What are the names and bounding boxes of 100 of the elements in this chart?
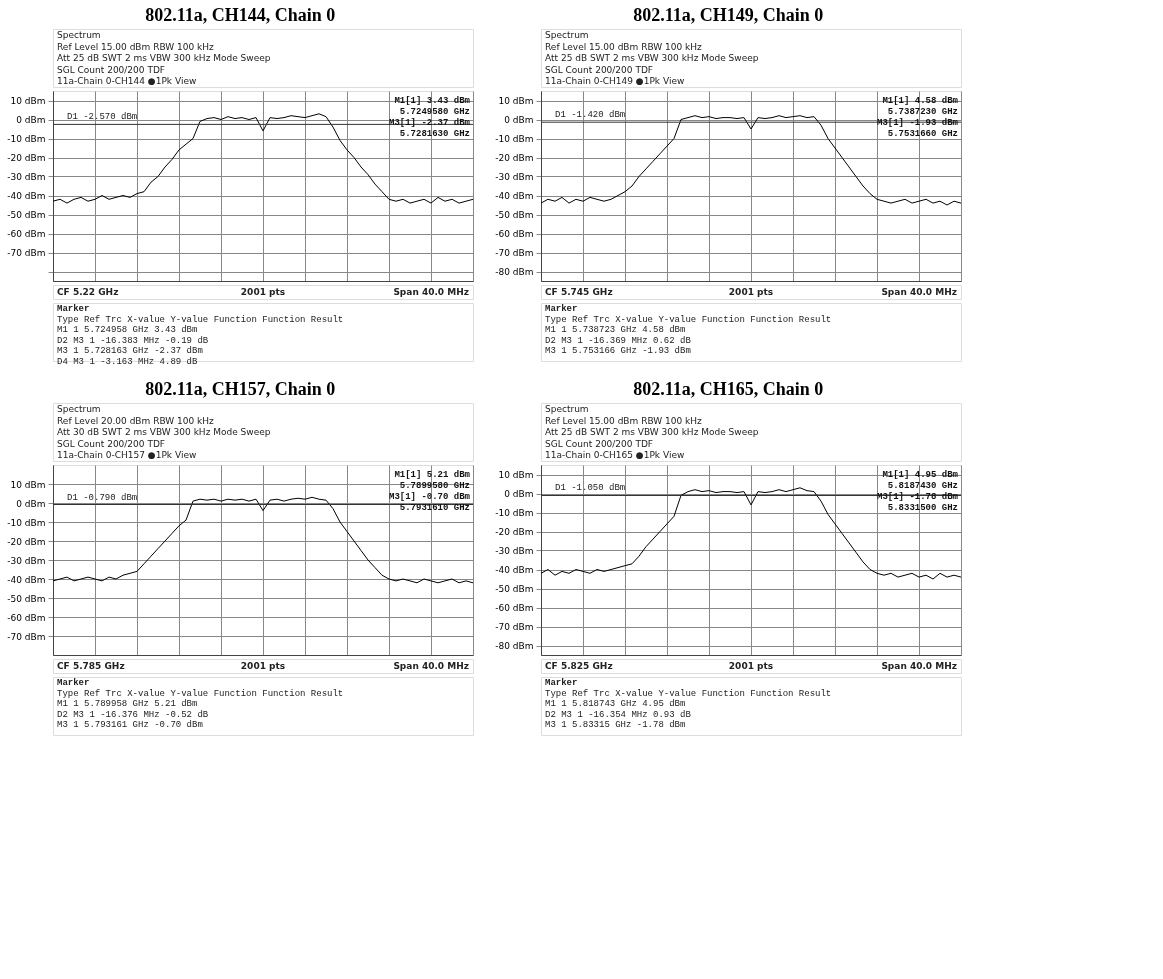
y-tick-label: -40 dBm [495,191,534,201]
text: Span 40.0 MHz [393,287,469,297]
y-tick-label: -80 dBm [495,641,534,651]
y-tick-label: -30 dBm [495,172,534,182]
y-tick-label: -20 dBm [495,527,534,537]
text: 11a-Chain 0-CH157 ●1Pk View [57,450,197,460]
y-tick-label: -60 dBm [7,612,46,623]
y-tick-label: -10 dBm [495,508,534,518]
annotation: 5.7387230 GHz [887,107,958,117]
text: 11a-Chain 0-CH149 ●1Pk View [545,76,685,86]
text: Marker [545,304,578,314]
text: SGL Count 200/200 TDF [545,438,654,449]
chart-title: 802.11a, CH157, Chain 0 [145,378,336,399]
y-tick-label: -20 dBm [7,536,46,547]
annotation: M1[1] 4.58 dBm [882,96,959,106]
y-tick-label: 0 dBm [16,498,46,509]
y-tick-label: -10 dBm [7,517,46,528]
annotation: M1[1] 3.43 dBm [394,96,471,106]
text: D2 M3 1 -16.383 MHz -0.19 dB [57,335,209,346]
y-tick-label: 10 dBm [498,470,534,480]
y-tick-label: -40 dBm [7,574,46,585]
annotation: 5.7531660 GHz [887,129,958,139]
annotation: M3[1] -0.70 dBm [388,492,471,502]
annotation: 5.7899580 GHz [399,481,470,491]
text: 11a-Chain 0-CH144 ●1Pk View [57,76,197,86]
text: SGL Count 200/200 TDF [57,64,166,75]
y-tick-label: -50 dBm [7,593,46,604]
text: Spectrum [57,404,101,414]
text: Att 25 dB SWT 2 ms VBW 300 kHz Mode Sweep [545,53,759,63]
y-tick-label: 10 dBm [498,96,534,106]
y-tick-label: -80 dBm [495,267,534,277]
text: M3 1 5.753166 GHz -1.93 dBm [545,346,691,356]
annotation: 5.8187430 GHz [887,481,958,491]
text: Marker [57,304,90,314]
text: Att 25 dB SWT 2 ms VBW 300 kHz Mode Sweep [57,53,271,63]
text: Type Ref Trc X-value Y-value Function Function Result [57,688,344,699]
annotation: 5.8331500 GHz [887,503,958,513]
y-tick-label: -20 dBm [7,153,46,163]
text: 11a-Chain 0-CH165 ●1Pk View [545,450,685,460]
text: Marker [545,678,578,688]
text: Span 40.0 MHz [881,661,957,671]
y-tick-label: -70 dBm [495,248,534,258]
ref-line-label: D1 -1.420 dBm [555,110,626,121]
text: Type Ref Trc X-value Y-value Function Function Result [57,314,344,325]
y-tick-label: -30 dBm [7,555,46,566]
text: D2 M3 1 -16.369 MHz 0.62 dB [545,335,692,346]
chart-title: 802.11a, CH165, Chain 0 [633,378,824,399]
text: Spectrum [545,30,589,40]
text: M1 1 5.724958 GHz 3.43 dBm [57,325,198,335]
text: 2001 pts [728,661,774,671]
text: M1 1 5.789958 GHz 5.21 dBm [57,699,198,709]
line-series [540,115,962,206]
text: 2001 pts [728,287,774,297]
text: M3 1 5.793161 GHz -0.70 dBm [57,720,203,730]
text: Type Ref Trc X-value Y-value Function Function Result [545,314,832,325]
y-tick-label: -50 dBm [495,210,534,220]
y-tick-label: -50 dBm [495,584,534,594]
text: CF 5.825 GHz [545,661,613,671]
text: Ref Level 15.00 dBm RBW 100 kHz [545,415,703,426]
ref-line-label: D1 -2.570 dBm [67,112,138,123]
annotation: M1[1] 5.21 dBm [394,470,471,480]
y-tick-label: -10 dBm [7,134,46,144]
chart-title: 802.11a, CH149, Chain 0 [633,4,824,25]
text: M1 1 5.738723 GHz 4.58 dBm [545,325,686,335]
text: Spectrum [545,404,589,414]
y-tick-label: -70 dBm [495,622,534,632]
text: Ref Level 15.00 dBm RBW 100 kHz [57,41,215,52]
text: CF 5.22 GHz [57,287,119,297]
y-tick-label: -60 dBm [7,229,46,239]
text: CF 5.745 GHz [545,287,613,297]
y-tick-label: -60 dBm [495,229,534,239]
y-tick-label: 0 dBm [504,489,534,499]
annotation: M1[1] 4.95 dBm [882,470,959,480]
text: M3 1 5.83315 GHz -1.78 dBm [545,720,686,730]
y-tick-label: -40 dBm [495,565,534,575]
text: M3 1 5.728163 GHz -2.37 dBm [57,346,203,356]
y-tick-label: -20 dBm [495,153,534,163]
text: D4 M3 1 -3.163 MHz 4.89 dB [57,356,199,367]
text: Span 40.0 MHz [881,287,957,297]
y-tick-label: 0 dBm [16,115,46,125]
text: M1 1 5.818743 GHz 4.95 dBm [545,699,686,709]
y-tick-label: -30 dBm [495,546,534,556]
text: Att 30 dB SWT 2 ms VBW 300 kHz Mode Sweep [57,427,271,437]
text: 2001 pts [240,287,286,297]
y-tick-label: -30 dBm [7,172,46,182]
text: D2 M3 1 -16.354 MHz 0.93 dB [545,709,692,720]
ref-line-label: D1 -1.050 dBm [555,483,626,494]
annotation: 5.7931610 GHz [399,503,470,513]
line-series [52,113,474,204]
text: Ref Level 20.00 dBm RBW 100 kHz [57,415,215,426]
y-tick-label: -70 dBm [7,631,46,642]
y-tick-label: -50 dBm [7,210,46,220]
text: Att 25 dB SWT 2 ms VBW 300 kHz Mode Sweep [545,427,759,437]
text: SGL Count 200/200 TDF [545,64,654,75]
annotation: 5.7281630 GHz [399,129,470,139]
text: Marker [57,678,90,688]
text: Type Ref Trc X-value Y-value Function Function Result [545,688,832,699]
annotation: 5.7249580 GHz [399,107,470,117]
chart-title: 802.11a, CH144, Chain 0 [145,4,336,25]
text: Ref Level 15.00 dBm RBW 100 kHz [545,41,703,52]
